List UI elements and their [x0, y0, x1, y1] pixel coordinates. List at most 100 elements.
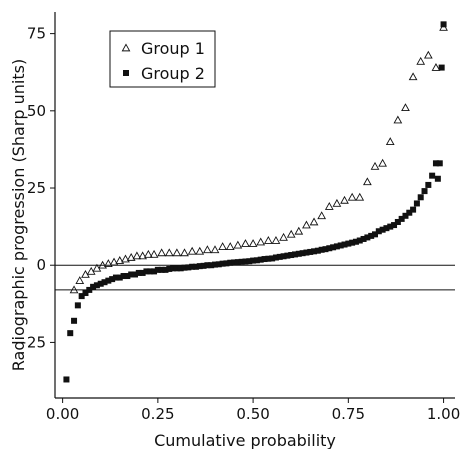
data-point-group-2 [177, 265, 184, 272]
data-point-group-2 [219, 260, 226, 267]
data-point-group-2 [93, 282, 100, 289]
data-point-group-1 [225, 242, 235, 251]
y-tick-label: 50 [27, 102, 46, 120]
data-point-group-2 [333, 243, 340, 250]
data-point-group-2 [299, 250, 306, 257]
data-point-group-1 [143, 249, 153, 258]
data-point-group-2 [147, 268, 154, 275]
data-point-group-2 [272, 254, 279, 261]
data-point-group-2 [429, 172, 436, 179]
data-point-group-2 [379, 226, 386, 233]
data-point-group-1 [401, 103, 410, 112]
x-tick-label: 0.25 [141, 405, 174, 423]
data-point-group-1 [132, 251, 142, 260]
data-point-group-1 [263, 235, 273, 244]
data-point-group-2 [364, 234, 371, 241]
data-point-group-1 [271, 235, 281, 244]
data-point-group-1 [393, 115, 403, 124]
data-point-group-2 [238, 258, 245, 265]
data-point-group-1 [103, 259, 113, 268]
data-point-group-1 [121, 254, 130, 263]
legend-square-marker [123, 70, 129, 76]
data-point-group-2 [246, 258, 253, 265]
data-point-group-1 [164, 248, 174, 257]
data-point-group-1 [256, 237, 266, 246]
data-point-group-1 [241, 239, 250, 247]
data-point-group-1 [203, 245, 212, 254]
legend-marker-group-1 [121, 43, 131, 52]
x-tick-label: 1.00 [427, 405, 460, 423]
data-point-group-2 [303, 249, 310, 256]
data-point-group-1 [340, 195, 349, 204]
data-point-group-1 [248, 239, 258, 247]
data-point-group-1 [115, 256, 125, 264]
data-point-group-2 [109, 276, 116, 283]
data-point-group-2 [166, 265, 173, 272]
data-point-group-1 [279, 232, 288, 241]
data-point-group-2 [438, 64, 445, 71]
data-point-group-2 [162, 266, 169, 273]
data-point-group-2 [417, 194, 424, 201]
data-point-group-2 [425, 181, 432, 188]
data-point-group-2 [192, 263, 199, 270]
data-point-group-2 [124, 273, 131, 280]
data-point-group-1 [332, 198, 342, 207]
data-point-group-1 [218, 242, 227, 251]
data-point-group-2 [223, 260, 230, 267]
data-point-group-2 [204, 262, 211, 269]
legend-triangle-marker [121, 43, 131, 52]
data-point-group-2 [170, 265, 177, 272]
x-tick-label: 0.50 [236, 405, 269, 423]
legend-label-group-1: Group 1 [141, 39, 205, 58]
data-point-group-2 [231, 259, 238, 266]
data-point-group-2 [253, 257, 260, 264]
legend-marker-group-2 [123, 70, 129, 76]
data-point-group-2 [280, 253, 287, 260]
data-point-group-2 [261, 256, 268, 263]
data-point-group-2 [341, 241, 348, 248]
data-point-group-2 [212, 261, 218, 268]
data-point-group-2 [82, 290, 89, 297]
data-point-group-2 [234, 259, 241, 266]
data-point-group-1 [98, 260, 107, 269]
data-point-group-2 [295, 250, 302, 257]
series-group-1 [69, 22, 448, 294]
y-tick-label: 25 [27, 179, 46, 197]
data-point-group-1 [172, 248, 182, 257]
data-point-group-2 [250, 257, 257, 264]
data-point-group-2 [158, 266, 165, 273]
data-point-group-2 [215, 261, 222, 268]
data-point-group-2 [434, 175, 441, 182]
data-point-group-1 [109, 257, 119, 266]
data-point-group-1 [195, 246, 205, 255]
data-point-group-1 [126, 252, 136, 261]
data-point-group-2 [154, 266, 161, 273]
data-point-group-2 [181, 264, 188, 271]
data-point-group-2 [135, 269, 142, 276]
data-point-group-2 [322, 246, 329, 253]
data-point-group-2 [307, 248, 314, 255]
data-point-group-2 [394, 218, 401, 225]
data-point-group-2 [398, 215, 405, 222]
data-point-group-2 [326, 245, 333, 252]
data-point-group-2 [410, 206, 417, 213]
data-point-group-2 [330, 244, 337, 251]
data-point-group-2 [67, 330, 74, 337]
data-point-group-2 [208, 262, 215, 269]
x-tick-label: 0.75 [332, 405, 365, 423]
data-point-group-1 [408, 72, 418, 81]
data-point-group-2 [356, 237, 363, 244]
data-point-group-2 [352, 238, 359, 245]
data-point-group-2 [257, 256, 264, 263]
data-point-group-2 [360, 235, 367, 242]
data-point-group-2 [71, 317, 78, 324]
data-point-group-2 [284, 252, 291, 259]
data-point-group-2 [368, 232, 375, 239]
data-point-group-2 [128, 271, 135, 278]
data-point-group-2 [132, 271, 138, 278]
data-point-group-2 [200, 262, 207, 269]
x-tick-label: 0.00 [46, 405, 79, 423]
data-point-group-2 [311, 248, 318, 255]
data-point-group-1 [317, 211, 327, 220]
